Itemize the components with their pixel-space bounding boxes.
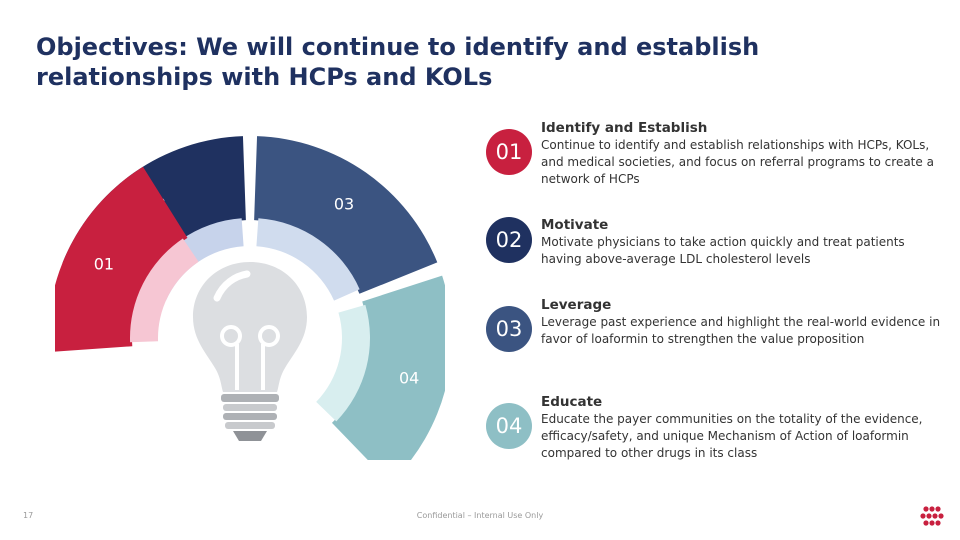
objective-item: 02 Motivate Motivate physicians to take … [486, 217, 946, 277]
ring-inner-band-01 [130, 238, 199, 343]
objective-item: 04 Educate Educate the payer communities… [486, 394, 946, 460]
objective-title: Leverage [541, 297, 612, 313]
objective-description: Continue to identify and establish relat… [541, 138, 934, 186]
objectives-graphic: 02030401 [55, 120, 445, 460]
objective-number-badge: 03 [486, 306, 532, 352]
objective-description: Leverage past experience and highlight t… [541, 315, 941, 346]
ring-segment-01 [55, 166, 188, 352]
objective-title: Educate [541, 394, 603, 410]
objective-title: Identify and Establish [541, 120, 708, 136]
segment-label-01: 01 [94, 255, 114, 274]
objective-description: Motivate physicians to take action quick… [541, 235, 905, 266]
objective-number-badge: 02 [486, 217, 532, 263]
objective-title: Motivate [541, 217, 609, 233]
ring-inner-band-04 [316, 304, 370, 422]
segment-label-03: 03 [334, 195, 354, 214]
objective-number-badge: 04 [486, 403, 532, 449]
objective-item: 01 Identify and Establish Continue to id… [486, 120, 946, 186]
confidentiality-footer: Confidential – Internal Use Only [416, 511, 544, 520]
company-logo-icon [920, 506, 944, 526]
segment-label-04: 04 [399, 369, 419, 388]
ring-segment-03 [254, 136, 438, 294]
objective-description: Educate the payer communities on the tot… [541, 412, 923, 460]
objective-item: 03 Leverage Leverage past experience and… [486, 297, 946, 357]
ring-inner-band-03 [256, 218, 360, 301]
page-number: 17 [23, 511, 34, 520]
slide-title: Objectives: We will continue to identify… [36, 33, 760, 91]
objective-number-badge: 01 [486, 129, 532, 175]
segmented-ring: 02030401 [55, 136, 445, 460]
lightbulb-icon [193, 262, 307, 441]
ring-segment-04 [331, 275, 445, 460]
